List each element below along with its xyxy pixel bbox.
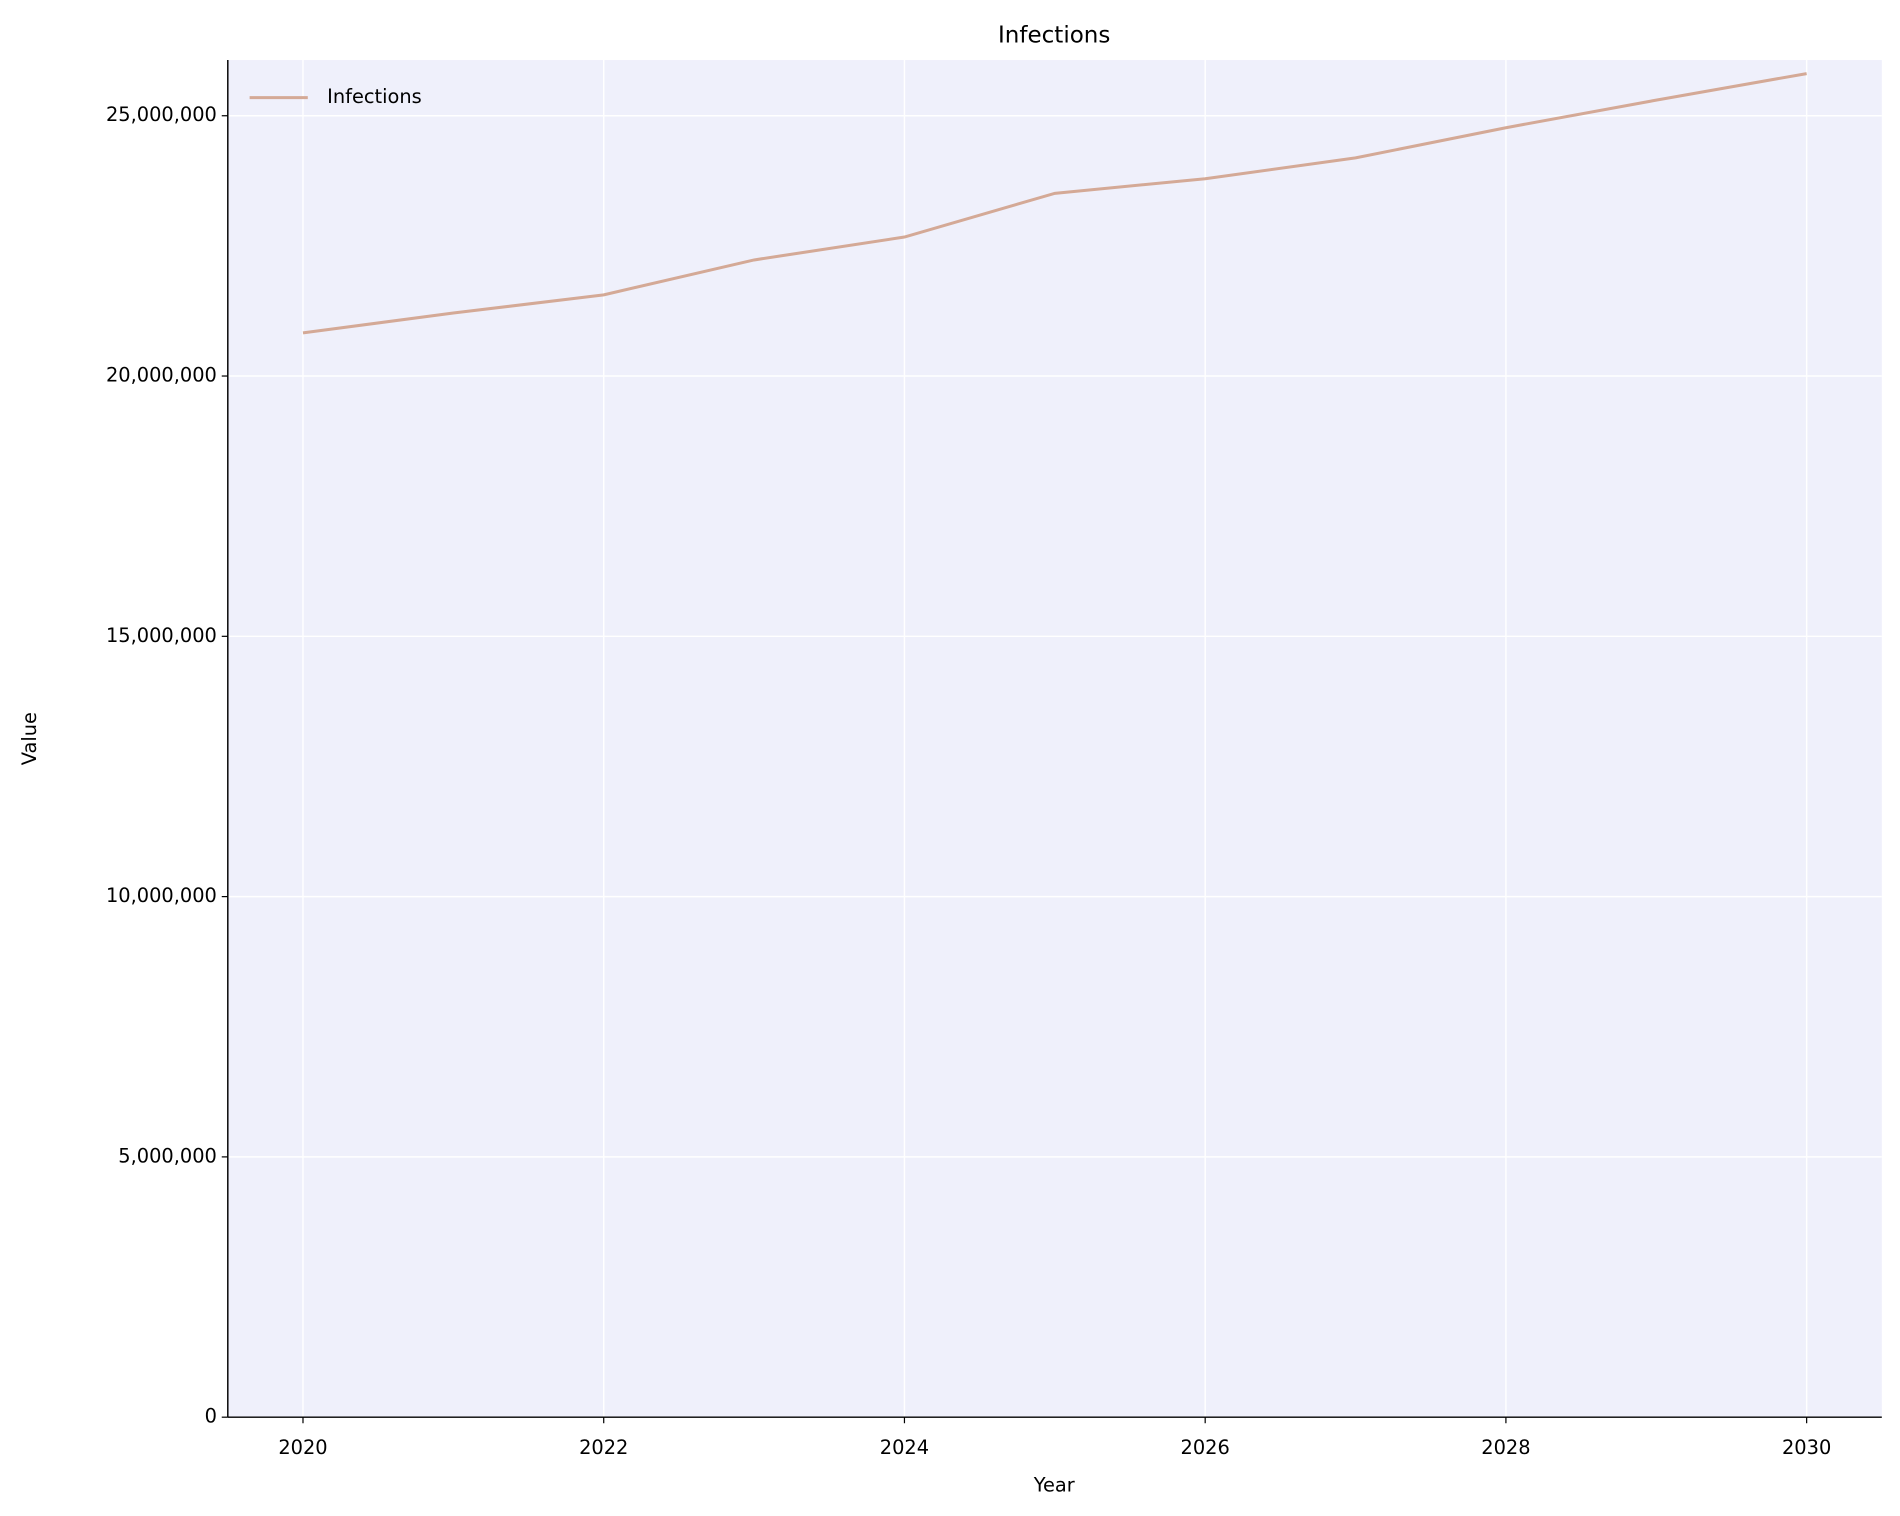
chart-title: Infections bbox=[998, 22, 1110, 48]
x-tick-label: 2028 bbox=[1481, 1436, 1530, 1459]
y-tick-label: 10,000,000 bbox=[106, 884, 217, 907]
y-tick-label: 5,000,000 bbox=[118, 1144, 217, 1167]
y-tick-label: 20,000,000 bbox=[106, 364, 217, 387]
y-tick-label: 15,000,000 bbox=[106, 624, 217, 647]
line bbox=[302, 72, 1807, 335]
x-axis-label: Year bbox=[1033, 1474, 1075, 1497]
x-tick-label: 2030 bbox=[1782, 1436, 1831, 1459]
y-tick-label: 25,000,000 bbox=[106, 103, 217, 126]
x-tick-label: 2020 bbox=[278, 1436, 327, 1459]
x-tick-label: 2026 bbox=[1181, 1436, 1230, 1459]
plot-area bbox=[227, 60, 1882, 1418]
x-tick-label: 2024 bbox=[880, 1436, 929, 1459]
x-tick-label: 2022 bbox=[579, 1436, 628, 1459]
y-axis-label: Value bbox=[18, 712, 41, 765]
y-tick-label: 0 bbox=[205, 1405, 217, 1428]
legend-label: Infections bbox=[327, 85, 422, 108]
